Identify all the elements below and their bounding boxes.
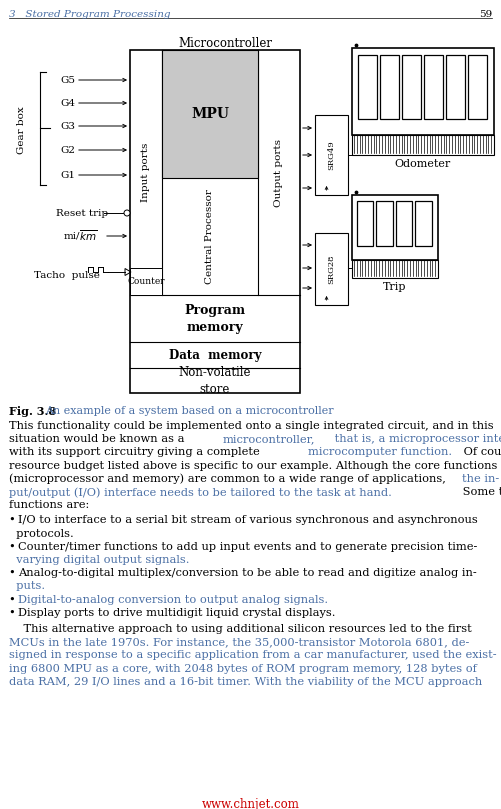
Text: •: • [9,608,20,618]
Text: This functionality could be implemented onto a single integrated circuit, and in: This functionality could be implemented … [9,421,493,431]
Text: Trip: Trip [383,282,407,292]
Text: I/O to interface to a serial bit stream of various synchronous and asynchronous: I/O to interface to a serial bit stream … [18,515,478,525]
Text: Central Processor: Central Processor [205,189,214,284]
Text: •: • [9,515,20,525]
Text: functions are:: functions are: [9,500,89,510]
Text: Counter: Counter [127,277,165,286]
Bar [468,55,487,119]
Text: protocols.: protocols. [9,528,74,539]
Text: G2: G2 [60,146,75,155]
Text: MCUs in the late 1970s. For instance, the 35,000-transistor Motorola 6801, de-: MCUs in the late 1970s. For instance, th… [9,637,469,647]
Bar [162,50,258,178]
Text: Data  memory: Data memory [169,349,261,362]
Text: G3: G3 [60,121,75,130]
Text: Reset trip: Reset trip [56,209,108,218]
Text: Gear box: Gear box [18,106,27,154]
Text: ing 6800 MPU as a core, with 2048 bytes of ROM program memory, 128 bytes of: ing 6800 MPU as a core, with 2048 bytes … [9,663,477,674]
Bar [415,201,432,246]
Bar [396,201,412,246]
Bar [380,55,399,119]
Text: Non-volatile
store: Non-volatile store [179,366,251,396]
Text: with its support circuitry giving a complete: with its support circuitry giving a comp… [9,447,264,457]
Text: Some typical I/O: Some typical I/O [459,487,501,497]
Text: 59: 59 [479,10,492,19]
Bar [358,55,377,119]
Text: Of course the: Of course the [460,447,501,457]
Text: microcontroller,: microcontroller, [223,434,316,444]
Text: put/output (I/O) interface needs to be tailored to the task at hand.: put/output (I/O) interface needs to be t… [9,487,392,498]
Circle shape [124,210,130,216]
Text: SRG28: SRG28 [328,254,336,284]
Bar [130,268,162,295]
Text: signed in response to a specific application from a car manufacturer, used the e: signed in response to a specific applica… [9,650,496,660]
Text: Input ports: Input ports [141,143,150,202]
Bar [446,55,465,119]
Text: Microcontroller: Microcontroller [178,37,272,50]
Bar [315,115,348,195]
Text: •: • [9,568,20,578]
Bar [315,233,348,305]
Text: •: • [9,542,20,552]
Bar [376,201,393,246]
Bar [352,135,494,155]
Text: •: • [9,595,20,604]
Text: MPU: MPU [191,107,229,121]
Text: SRG49: SRG49 [328,140,336,170]
Text: Fig. 3.8: Fig. 3.8 [9,406,56,417]
Text: G4: G4 [60,99,75,108]
Text: situation would be known as a: situation would be known as a [9,434,188,444]
Text: This alternative approach to using additional silicon resources led to the first: This alternative approach to using addit… [9,624,472,634]
Text: Tacho  pulse: Tacho pulse [34,270,100,279]
Text: mi/: mi/ [64,231,81,240]
Text: (microprocessor and memory) are common to a wide range of applications,: (microprocessor and memory) are common t… [9,474,449,485]
Text: Analog-to-digital multiplex/conversion to be able to read and digitize analog in: Analog-to-digital multiplex/conversion t… [18,568,477,578]
Text: 3   Stored Program Processing: 3 Stored Program Processing [9,10,170,19]
Text: Output ports: Output ports [275,138,284,206]
Text: G1: G1 [60,171,75,180]
Text: Display ports to drive multidigit liquid crystal displays.: Display ports to drive multidigit liquid… [18,608,336,618]
Bar [402,55,421,119]
Bar [352,195,438,260]
Text: the in-: the in- [462,474,499,484]
Text: resource budget listed above is specific to our example. Although the core funct: resource budget listed above is specific… [9,460,497,471]
Text: www.chnjet.com: www.chnjet.com [202,798,300,809]
Bar [357,201,374,246]
Text: Counter/timer functions to add up input events and to generate precision time-: Counter/timer functions to add up input … [18,542,477,552]
Text: An example of a system based on a microcontroller: An example of a system based on a microc… [45,406,334,416]
Bar [352,48,494,135]
Bar [424,55,443,119]
Text: Digital-to-analog conversion to output analog signals.: Digital-to-analog conversion to output a… [18,595,328,604]
Text: that is, a microprocessor integrated: that is, a microprocessor integrated [331,434,501,444]
Text: G5: G5 [60,75,75,84]
Text: data RAM, 29 I/O lines and a 16-bit timer. With the viability of the MCU approac: data RAM, 29 I/O lines and a 16-bit time… [9,677,482,687]
Text: $\overline{km}$: $\overline{km}$ [79,229,97,244]
Bar [352,260,438,278]
Text: Program
memory: Program memory [184,303,245,333]
Text: microcomputer function.: microcomputer function. [308,447,452,457]
Text: varying digital output signals.: varying digital output signals. [9,555,189,565]
Bar [130,50,300,393]
Text: Odometer: Odometer [395,159,451,169]
Text: puts.: puts. [9,582,45,591]
